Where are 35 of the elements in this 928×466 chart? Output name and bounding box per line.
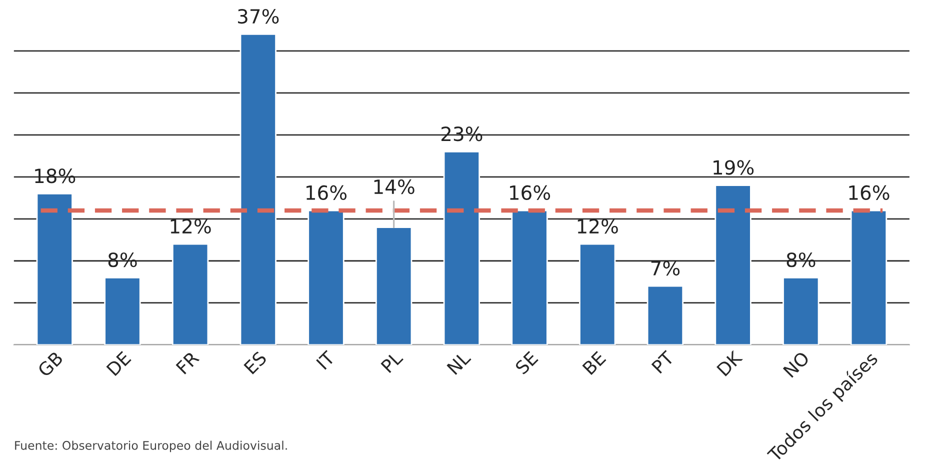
x-tick-label: GB <box>36 350 64 378</box>
x-tick-label: NL <box>446 350 472 375</box>
data-label: 14% <box>374 179 414 194</box>
x-tick-label: IT <box>316 350 336 370</box>
data-label: 12% <box>170 218 211 234</box>
data-label: 7% <box>651 260 680 276</box>
data-label: 16% <box>849 185 890 200</box>
bar <box>240 33 276 345</box>
data-label: 19% <box>714 160 754 175</box>
x-tick-label: PT <box>651 350 675 374</box>
x-tick-label: DE <box>106 350 132 376</box>
bar <box>172 243 209 345</box>
data-label: 16% <box>510 185 550 200</box>
bar <box>714 184 752 345</box>
bar <box>511 210 548 345</box>
bar <box>36 193 73 345</box>
bar <box>646 285 684 345</box>
bar <box>579 243 616 345</box>
source-note: Fuente: Observatorio Europeo del Audiovisual. <box>15 440 287 452</box>
x-tick-label: BE <box>582 350 606 375</box>
x-tick-label: NO <box>782 350 810 378</box>
x-tick-label: PL <box>380 350 404 373</box>
bar <box>376 226 412 345</box>
x-tick-label: DK <box>716 350 744 376</box>
bar <box>850 210 888 345</box>
bar <box>782 276 820 345</box>
x-tick-label: SE <box>514 350 539 375</box>
x-tick-label: ES <box>243 350 268 375</box>
bar <box>104 276 141 345</box>
data-label: 37% <box>238 8 279 24</box>
bar <box>308 210 344 345</box>
data-label: 12% <box>578 218 618 234</box>
bar <box>443 151 480 345</box>
x-tick-label: FR <box>176 350 200 374</box>
data-label: 16% <box>306 185 347 200</box>
